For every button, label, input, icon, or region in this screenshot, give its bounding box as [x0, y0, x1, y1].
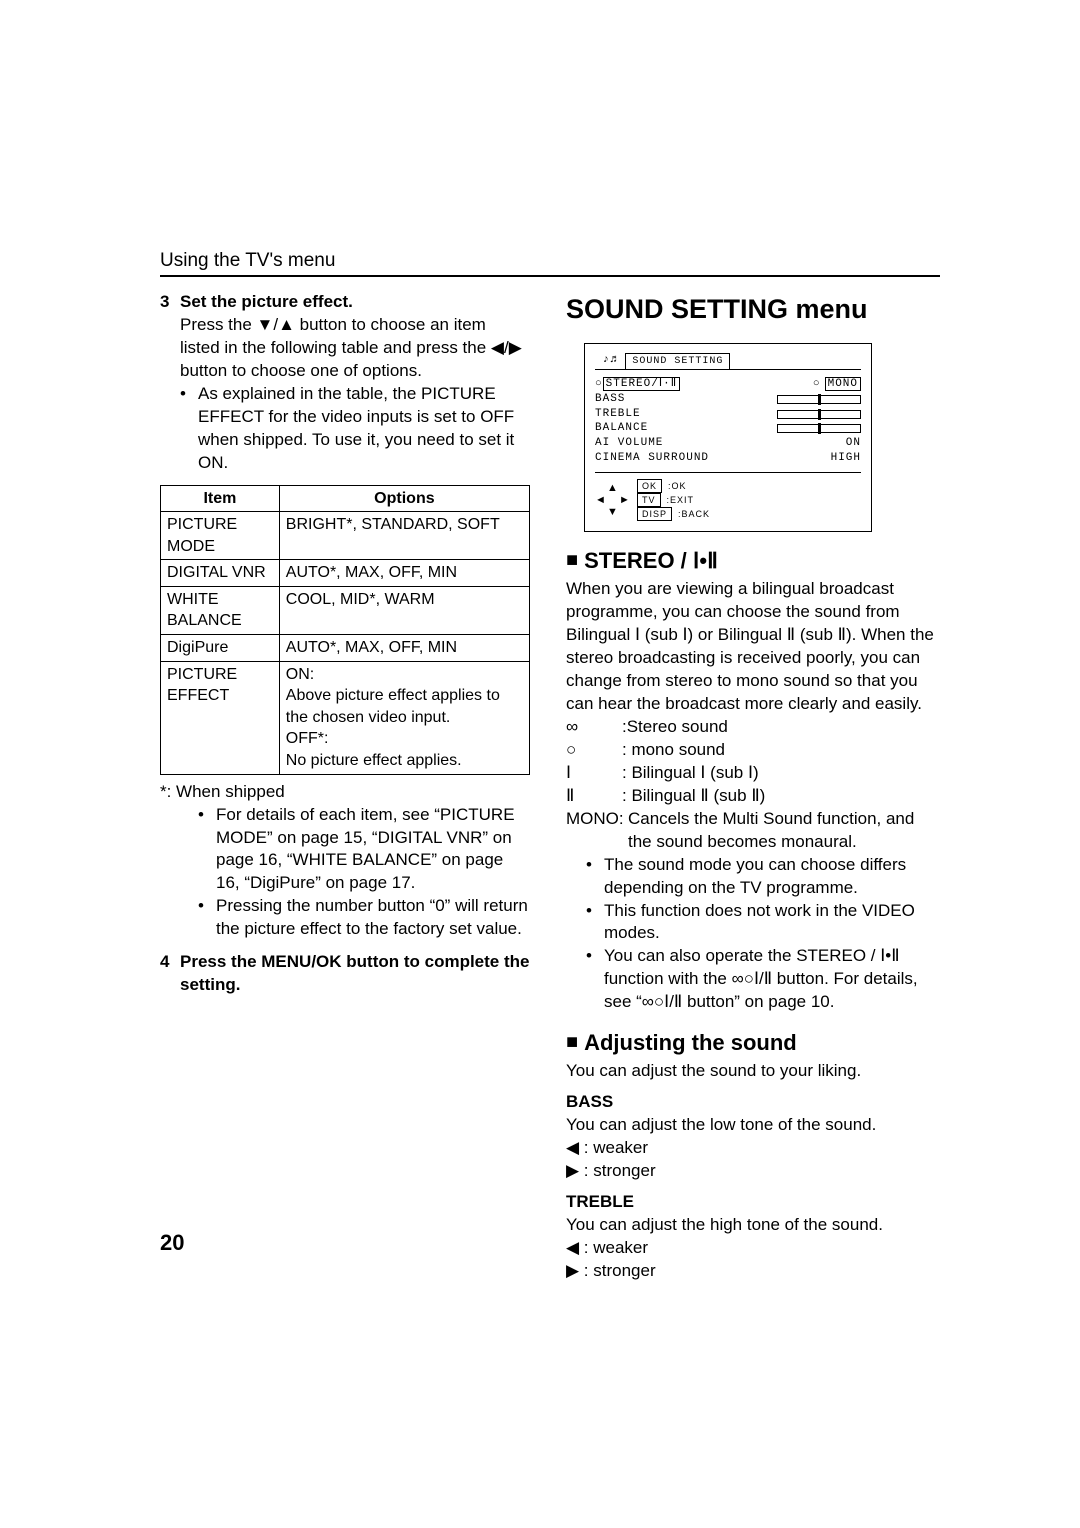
osd-stereo-value: MONO — [825, 377, 861, 391]
text: : weaker — [579, 1238, 648, 1257]
step3-number: 3 — [160, 291, 180, 314]
bass-paragraph: You can adjust the low tone of the sound… — [566, 1114, 940, 1137]
right-arrow-icon: ▶ — [566, 1260, 579, 1283]
bass-weaker: ◀ : weaker — [566, 1137, 940, 1160]
mono-label: MONO: — [566, 808, 628, 854]
stereo-sound-icon: ∞ — [566, 716, 622, 739]
treble-weaker: ◀ : weaker — [566, 1237, 940, 1260]
text: : Bilingual Ⅱ (sub Ⅱ) — [622, 785, 765, 808]
text: For details of each item, see “PICTURE M… — [216, 804, 530, 896]
page-header: Using the TV's menu — [160, 250, 940, 277]
stereo-bullet: • You can also operate the STEREO / Ⅰ•Ⅱ … — [586, 945, 940, 1014]
bilingual2-icon: Ⅱ — [566, 785, 622, 808]
text: Adjusting the sound — [584, 1030, 797, 1055]
text: Pressing the number button “0” will retu… — [216, 895, 530, 941]
table-cell: ON: Above picture effect applies to the … — [279, 661, 529, 774]
step4-number: 4 — [160, 951, 180, 997]
osd-ok-label: :OK — [668, 480, 687, 492]
left-arrow-icon: ◀ — [566, 1237, 579, 1260]
table-cell: COOL, MID*, WARM — [279, 586, 529, 634]
down-up-button-icon: ▼/▲ — [257, 315, 295, 334]
osd-balance: BALANCE — [595, 421, 648, 436]
table-cell: AUTO*, MAX, OFF, MIN — [279, 560, 529, 587]
table-cell: PICTURE MODE — [161, 512, 280, 560]
stereo-bullet: •The sound mode you can choose differs d… — [586, 854, 940, 900]
right-column: SOUND SETTING menu ♪♬ SOUND SETTING ○STE… — [566, 291, 940, 1283]
bass-heading: BASS — [566, 1091, 940, 1114]
treble-paragraph: You can adjust the high tone of the soun… — [566, 1214, 940, 1237]
left-right-button-icon: ◀/▶ — [491, 338, 522, 357]
bass-stronger: ▶ : stronger — [566, 1160, 940, 1183]
table-cell: DIGITAL VNR — [161, 560, 280, 587]
text: : mono sound — [622, 739, 725, 762]
osd-ok-btn: OK — [637, 479, 662, 493]
treble-stronger: ▶ : stronger — [566, 1260, 940, 1283]
text: STEREO / Ⅰ•Ⅱ — [584, 548, 718, 573]
stereo-paragraph: When you are viewing a bilingual broadca… — [566, 578, 940, 716]
bilingual1-icon: Ⅰ — [566, 762, 622, 785]
left-arrow-icon: ◀ — [566, 1137, 579, 1160]
text: : stronger — [579, 1161, 656, 1180]
osd-ai-volume-value: ON — [846, 436, 861, 451]
text: This function does not work in the VIDEO… — [604, 900, 940, 946]
table-header-options: Options — [279, 485, 529, 512]
sound-symbols-list: ∞:Stereo sound ○: mono sound Ⅰ: Bilingua… — [566, 716, 940, 808]
mono-line: MONO: Cancels the Multi Sound function, … — [566, 808, 940, 854]
left-column: 3 Set the picture effect. Press the ▼/▲ … — [160, 291, 530, 1283]
text: : weaker — [579, 1138, 648, 1157]
osd-bass: BASS — [595, 392, 625, 407]
page-number: 20 — [160, 1230, 184, 1256]
osd-stereo-label: STEREO/Ⅰ·Ⅱ — [603, 377, 680, 391]
adjusting-heading: ■Adjusting the sound — [566, 1028, 940, 1058]
adjusting-paragraph: You can adjust the sound to your liking. — [566, 1060, 940, 1083]
osd-treble: TREBLE — [595, 407, 641, 422]
text: As explained in the table, the PICTURE E… — [198, 383, 530, 475]
osd-diagram: ♪♬ SOUND SETTING ○STEREO/Ⅰ·Ⅱ ○ MONO BASS… — [584, 343, 872, 532]
treble-heading: TREBLE — [566, 1191, 940, 1214]
table-cell: WHITE BALANCE — [161, 586, 280, 634]
osd-cinema-value: HIGH — [831, 451, 861, 466]
text: Press the — [180, 315, 257, 334]
footnote-bullet: • For details of each item, see “PICTURE… — [198, 804, 530, 896]
text: button” on page 10. — [682, 992, 834, 1011]
osd-exit-label: :EXIT — [667, 494, 695, 506]
mono-sound-icon: ○ — [566, 739, 622, 762]
sound-setting-title: SOUND SETTING menu — [566, 291, 940, 327]
osd-cinema: CINEMA SURROUND — [595, 451, 709, 466]
step3-title: Set the picture effect. — [180, 291, 353, 314]
options-table: Item Options PICTURE MODE BRIGHT*, STAND… — [160, 485, 530, 775]
footnote-star: *: When shipped — [160, 781, 530, 804]
osd-exit-btn: TV — [637, 493, 661, 507]
text: button to choose one of options. — [180, 361, 422, 380]
osd-back-label: :BACK — [678, 508, 710, 520]
text: Cancels the Multi Sound function, and th… — [628, 808, 940, 854]
nav-arrows-icon: ▲ ◄► ▼ — [595, 482, 631, 518]
stereo-button-icon: ∞○Ⅰ/Ⅱ — [642, 992, 683, 1011]
slider-icon — [777, 424, 861, 433]
step4-title: Press the MENU/OK button to complete the… — [180, 951, 530, 997]
stereo-heading: ■STEREO / Ⅰ•Ⅱ — [566, 546, 940, 576]
text: The sound mode you can choose differs de… — [604, 854, 940, 900]
osd-ai-volume: AI VOLUME — [595, 436, 663, 451]
stereo-bullet: •This function does not work in the VIDE… — [586, 900, 940, 946]
table-header-item: Item — [161, 485, 280, 512]
table-cell: AUTO*, MAX, OFF, MIN — [279, 635, 529, 662]
table-cell: PICTURE EFFECT — [161, 661, 280, 774]
osd-back-btn: DISP — [637, 507, 672, 521]
footnote-bullet: • Pressing the number button “0” will re… — [198, 895, 530, 941]
table-cell: DigiPure — [161, 635, 280, 662]
text: : stronger — [579, 1261, 656, 1280]
table-cell: BRIGHT*, STANDARD, SOFT — [279, 512, 529, 560]
text: :Stereo sound — [622, 716, 728, 739]
stereo-button-icon: ∞○Ⅰ/Ⅱ — [732, 969, 773, 988]
right-arrow-icon: ▶ — [566, 1160, 579, 1183]
step3-bullet: • As explained in the table, the PICTURE… — [180, 383, 530, 475]
step3-paragraph: Press the ▼/▲ button to choose an item l… — [180, 314, 530, 383]
slider-icon — [777, 410, 861, 419]
slider-icon — [777, 395, 861, 404]
text: : Bilingual Ⅰ (sub Ⅰ) — [622, 762, 759, 785]
osd-tab: SOUND SETTING — [625, 353, 730, 370]
